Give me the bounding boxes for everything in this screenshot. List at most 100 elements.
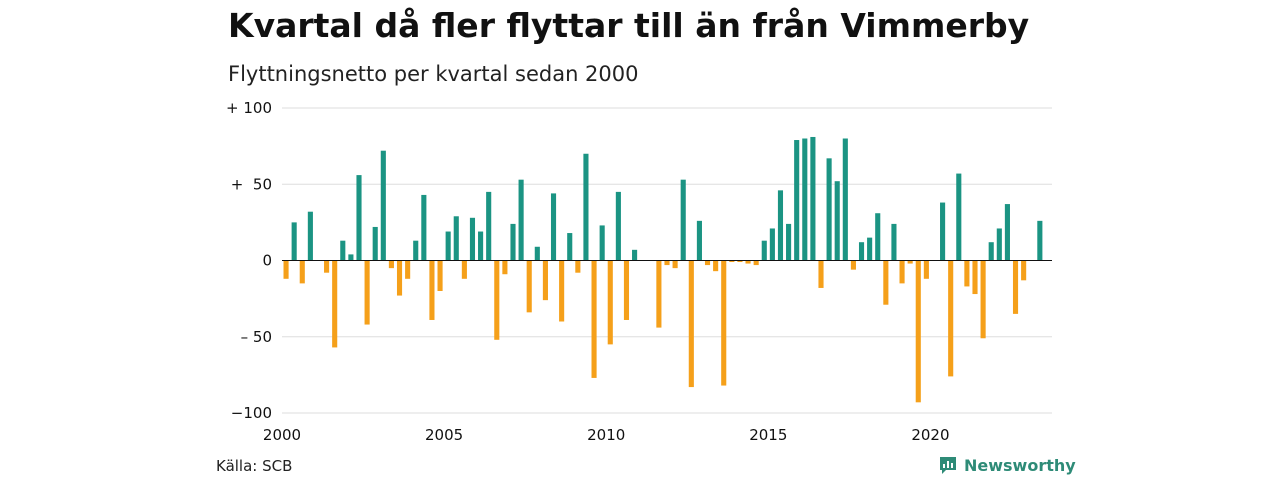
bar [672,260,678,269]
bar [380,150,386,261]
bar [494,260,500,340]
bar [907,260,913,264]
bar [372,226,378,261]
bar [883,260,889,305]
bar [437,260,443,291]
bar [283,260,289,279]
bar [550,193,557,261]
bar [850,260,856,270]
bar [867,237,873,261]
bar [664,260,670,266]
bar [469,217,476,261]
bar [858,242,865,261]
bar [656,260,662,328]
bar [1021,260,1027,281]
bar [526,260,532,313]
bar [599,225,605,261]
bar [396,260,403,296]
bar [875,213,881,261]
bar [307,211,313,261]
bar [688,260,694,388]
bar [388,260,394,269]
bar [810,136,816,261]
bar [364,260,370,325]
bar [891,223,897,261]
bar [956,173,962,261]
y-tick-label: – 50 [241,328,272,346]
bar [713,260,719,272]
bar [348,254,354,261]
bar [964,260,970,287]
bar [972,260,978,295]
bar [461,260,467,279]
bar [842,138,848,261]
bar [826,158,832,261]
bar [542,260,548,301]
bar [632,249,638,261]
newsworthy-logo-icon [940,457,956,474]
brand-logo[interactable]: Newsworthy [938,455,1076,475]
bar [607,260,613,345]
bar [445,231,451,261]
bar [721,260,727,386]
bar [405,260,411,279]
bar [421,194,427,261]
bar [996,228,1002,261]
bar [737,260,743,263]
bar [729,260,735,263]
y-axis-labels: + 100 + 50 0 – 50 −100 [226,99,272,422]
bar [478,231,484,261]
brand-name: Newsworthy [964,455,1076,475]
x-tick-label: 2010 [587,426,625,444]
bar [591,260,597,378]
bar [818,260,824,288]
x-tick-label: 2005 [425,426,463,444]
bar [745,260,751,264]
chart-subtitle: Flyttningsnetto per kvartal sedan 2000 [228,62,639,86]
bar [559,260,565,322]
y-tick-label: 0 [262,252,272,270]
source-note: Källa: SCB [216,457,293,475]
bar [510,223,516,261]
bar [567,233,573,261]
bar [299,260,305,284]
bar [291,222,297,261]
y-tick-label: + 100 [226,99,272,117]
bar [486,191,492,261]
x-tick-label: 2020 [911,426,949,444]
y-tick-label: −100 [231,404,272,422]
bar [1037,220,1043,261]
bar [1004,204,1010,261]
bar [534,246,540,261]
bar [834,181,840,261]
bar [940,202,946,261]
bar [518,179,524,261]
y-tick-label: + 50 [231,175,272,193]
bar [324,260,330,273]
bar [769,228,775,261]
bar [696,220,702,261]
x-tick-label: 2015 [749,426,787,444]
bar [453,216,459,261]
bar [777,190,784,261]
bar [980,260,986,339]
bar [802,138,808,261]
bar [704,260,711,266]
bar [786,223,792,261]
bar [502,260,508,275]
bar [761,240,767,261]
chart-title: Kvartal då fler flyttar till än från Vim… [228,6,1030,45]
bar [680,179,686,261]
bar [923,260,929,279]
bar [413,240,419,261]
bar [915,260,921,403]
bar [794,140,800,261]
bar [899,260,905,284]
bar [1012,260,1019,314]
bar [988,242,994,261]
x-tick-label: 2000 [263,426,301,444]
bar [575,260,581,273]
bar [615,191,621,261]
bar [429,260,435,320]
